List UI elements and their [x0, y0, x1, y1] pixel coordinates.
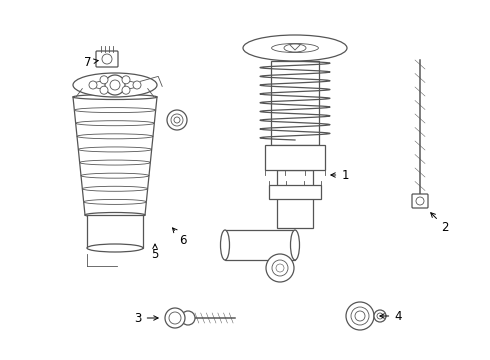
Circle shape	[167, 110, 187, 130]
FancyBboxPatch shape	[96, 51, 118, 67]
Bar	[265, 145, 325, 170]
Text: 1: 1	[331, 168, 349, 181]
Circle shape	[110, 80, 120, 90]
Circle shape	[346, 302, 374, 330]
Circle shape	[122, 76, 130, 84]
Circle shape	[89, 81, 97, 89]
Text: 6: 6	[172, 228, 187, 247]
Circle shape	[174, 117, 180, 123]
Ellipse shape	[220, 230, 229, 260]
Ellipse shape	[73, 95, 157, 99]
Text: 4: 4	[380, 310, 402, 323]
Ellipse shape	[291, 230, 299, 260]
Circle shape	[351, 307, 369, 325]
Text: 5: 5	[151, 244, 159, 261]
FancyBboxPatch shape	[412, 194, 428, 208]
Ellipse shape	[84, 199, 147, 204]
Text: 7: 7	[84, 55, 98, 68]
Bar	[269, 185, 321, 199]
Ellipse shape	[74, 108, 156, 113]
Ellipse shape	[81, 173, 149, 178]
Circle shape	[272, 260, 288, 276]
Circle shape	[169, 312, 181, 324]
Circle shape	[133, 81, 141, 89]
Bar	[225, 230, 295, 260]
Bar	[271, 61, 319, 145]
Circle shape	[165, 308, 185, 328]
Bar	[87, 215, 143, 248]
Ellipse shape	[87, 244, 143, 252]
Text: 3: 3	[134, 311, 158, 324]
Ellipse shape	[75, 121, 154, 126]
Ellipse shape	[284, 44, 306, 52]
Circle shape	[416, 197, 424, 205]
Circle shape	[122, 86, 130, 94]
Circle shape	[100, 76, 108, 84]
Ellipse shape	[80, 160, 150, 165]
Ellipse shape	[77, 134, 153, 139]
Circle shape	[181, 311, 195, 325]
Circle shape	[377, 313, 383, 319]
Circle shape	[374, 310, 386, 322]
Ellipse shape	[92, 80, 138, 90]
Circle shape	[276, 264, 284, 272]
Circle shape	[100, 86, 108, 94]
Circle shape	[105, 75, 125, 95]
Ellipse shape	[243, 35, 347, 61]
Ellipse shape	[78, 147, 152, 152]
Ellipse shape	[271, 44, 318, 53]
Text: 2: 2	[431, 213, 449, 234]
Ellipse shape	[85, 212, 145, 217]
Ellipse shape	[82, 186, 147, 191]
Circle shape	[355, 311, 365, 321]
Circle shape	[102, 54, 112, 64]
Circle shape	[171, 114, 183, 126]
Bar	[277, 170, 313, 228]
Ellipse shape	[73, 73, 157, 97]
Circle shape	[266, 254, 294, 282]
